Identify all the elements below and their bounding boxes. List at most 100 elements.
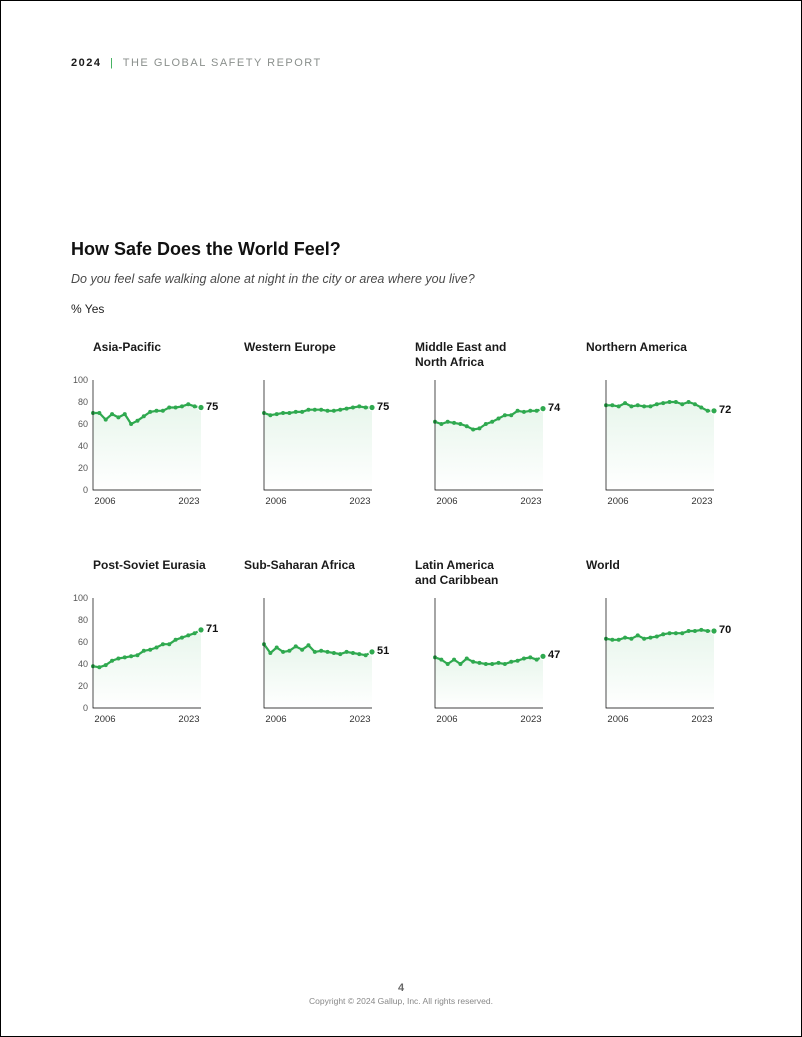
data-marker [528,655,532,659]
data-marker [338,408,342,412]
chart-area: 0204060801002006202371 [71,594,218,734]
end-value-label: 75 [206,401,218,413]
data-marker [193,631,197,635]
x-tick-label: 2006 [607,496,628,507]
data-marker [104,418,108,422]
end-marker [540,405,546,411]
chart-area: 2006202370 [584,594,731,734]
panel-title: Post-Soviet Eurasia [71,558,218,588]
panel-title: Asia-Pacific [71,340,218,370]
data-marker [306,643,310,647]
end-marker [711,408,717,414]
chart-svg: 20062023 [242,594,388,728]
data-marker [180,404,184,408]
data-marker [135,419,139,423]
data-marker [294,644,298,648]
data-marker [275,646,279,650]
data-marker [129,422,133,426]
data-marker [364,406,368,410]
data-marker [268,651,272,655]
end-value-label: 51 [377,645,389,657]
data-marker [484,662,488,666]
data-marker [636,403,640,407]
data-marker [345,407,349,411]
data-marker [186,402,190,406]
chart-svg: 20062023 [584,594,730,728]
data-marker [693,402,697,406]
data-marker [364,653,368,657]
data-marker [477,661,481,665]
data-marker [357,652,361,656]
data-marker [674,631,678,635]
data-marker [617,638,621,642]
data-marker [319,408,323,412]
y-tick-label: 100 [73,594,88,603]
data-marker [174,638,178,642]
panel-title: Sub-Saharan Africa [242,558,389,588]
data-marker [648,636,652,640]
panel-title: Western Europe [242,340,389,370]
data-marker [503,662,507,666]
data-marker [706,409,710,413]
area-fill [264,406,372,490]
chart-panel: Sub-Saharan Africa 2006202351 [242,558,389,734]
data-marker [116,657,120,661]
data-marker [300,648,304,652]
data-marker [326,409,330,413]
y-tick-label: 60 [78,637,88,647]
chart-grid: Asia-Pacific0204060801002006202375Wester… [71,340,731,734]
data-marker [123,412,127,416]
data-marker [104,663,108,667]
data-marker [642,637,646,641]
data-marker [142,649,146,653]
chart-svg: 20062023 [584,376,730,510]
data-marker [281,650,285,654]
chart-panel: Middle East andNorth Africa2006202374 [413,340,560,516]
data-marker [648,404,652,408]
end-marker [711,628,717,634]
x-tick-label: 2023 [349,496,370,507]
panel-title: Middle East andNorth Africa [413,340,560,370]
data-marker [497,417,501,421]
data-marker [623,636,627,640]
data-marker [522,410,526,414]
data-marker [629,404,633,408]
data-marker [477,426,481,430]
data-marker [174,406,178,410]
chart-area: 2006202375 [242,376,389,516]
end-value-label: 71 [206,623,218,635]
end-value-label: 75 [377,401,389,413]
chart-area: 2006202351 [242,594,389,734]
chart-area: 2006202372 [584,376,731,516]
x-tick-label: 2006 [94,714,115,725]
page: 2024 | THE GLOBAL SAFETY REPORT How Safe… [1,1,801,1036]
area-fill [435,409,543,490]
data-marker [699,406,703,410]
header-separator: | [106,57,118,69]
data-marker [287,411,291,415]
data-marker [610,638,614,642]
data-marker [471,428,475,432]
chart-area: 0204060801002006202375 [71,376,218,516]
end-marker [369,404,375,410]
y-tick-label: 100 [73,376,88,385]
data-marker [490,420,494,424]
data-marker [509,660,513,664]
data-marker [642,404,646,408]
data-marker [471,660,475,664]
data-marker [186,633,190,637]
data-marker [668,400,672,404]
data-marker [623,401,627,405]
data-marker [110,659,114,663]
header-year: 2024 [71,57,101,69]
data-marker [661,632,665,636]
x-tick-label: 2006 [436,496,457,507]
y-tick-label: 20 [78,463,88,473]
data-marker [155,646,159,650]
end-marker [198,627,204,633]
x-tick-label: 2023 [349,714,370,725]
y-tick-label: 20 [78,681,88,691]
data-marker [535,409,539,413]
data-marker [706,629,710,633]
data-marker [509,413,513,417]
